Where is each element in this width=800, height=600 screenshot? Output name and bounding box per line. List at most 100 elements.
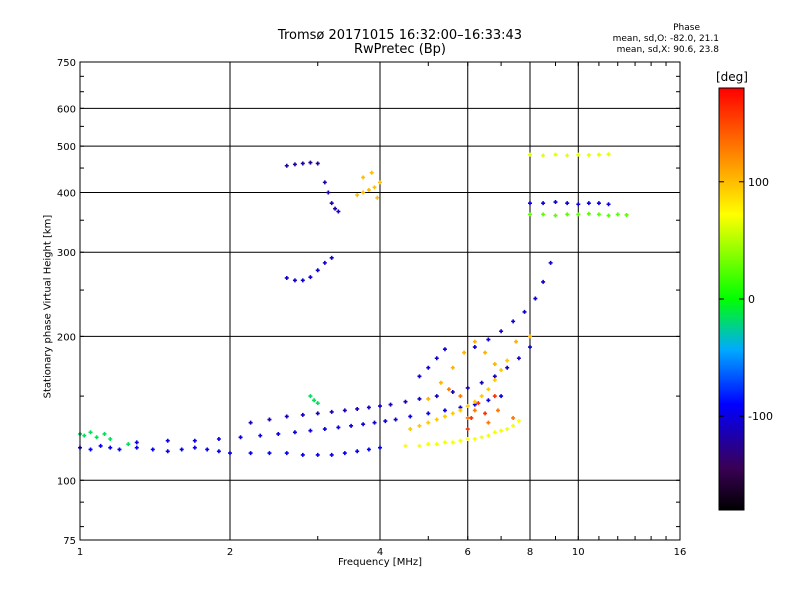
data-point (308, 428, 313, 433)
data-point (499, 368, 504, 373)
data-point (492, 378, 497, 383)
data-point (300, 161, 305, 166)
x-tick-label: 2 (227, 547, 233, 558)
phase-stats-title: Phase (673, 23, 700, 33)
data-point (492, 374, 497, 379)
data-point (465, 427, 470, 432)
data-point (366, 187, 371, 192)
data-point (565, 153, 570, 158)
data-point (465, 404, 470, 409)
x-tick-label: 6 (465, 547, 471, 558)
data-point (499, 329, 504, 334)
data-point (606, 213, 611, 218)
data-point (499, 428, 504, 433)
data-point (541, 153, 546, 158)
data-point (586, 153, 591, 158)
data-point (492, 430, 497, 435)
data-point (179, 447, 184, 452)
data-point (450, 365, 455, 370)
data-point (375, 195, 380, 200)
data-point (479, 394, 484, 399)
data-point (267, 451, 272, 456)
y-tick-label: 300 (57, 248, 76, 259)
data-point (276, 431, 281, 436)
data-point (329, 452, 334, 457)
data-point (216, 449, 221, 454)
data-point (615, 212, 620, 217)
data-point (393, 417, 398, 422)
data-point (322, 180, 327, 185)
data-point (315, 268, 320, 273)
data-point (505, 365, 510, 370)
data-point (472, 399, 477, 404)
data-point (596, 152, 601, 157)
data-point (511, 415, 516, 420)
data-point (361, 422, 366, 427)
data-point (434, 394, 439, 399)
data-point (312, 398, 317, 403)
colorbar-unit-label: [deg] (716, 70, 748, 84)
data-point (499, 394, 504, 399)
data-point (516, 419, 521, 424)
data-point (565, 201, 570, 206)
data-point (355, 449, 360, 454)
data-point (541, 279, 546, 284)
data-point (450, 440, 455, 445)
data-point (165, 449, 170, 454)
data-point (486, 420, 491, 425)
data-point (134, 445, 139, 450)
data-point (284, 275, 289, 280)
data-point (483, 350, 488, 355)
data-point (82, 433, 87, 438)
data-point (192, 438, 197, 443)
data-point (624, 212, 629, 217)
data-point (576, 152, 581, 157)
chart-subtitle: RwPretec (Bp) (353, 42, 447, 57)
data-point (469, 415, 474, 420)
data-point (426, 442, 431, 447)
data-point (417, 423, 422, 428)
data-point (300, 278, 305, 283)
data-point (426, 365, 431, 370)
data-point (88, 447, 93, 452)
data-point (565, 212, 570, 217)
data-point (117, 447, 122, 452)
data-point (553, 200, 558, 205)
y-tick-label: 600 (57, 104, 76, 115)
data-point (134, 440, 139, 445)
data-point (108, 445, 113, 450)
x-tick-label: 8 (527, 547, 533, 558)
data-point (442, 440, 447, 445)
data-point (417, 396, 422, 401)
data-point (528, 152, 532, 157)
data-point (458, 408, 463, 413)
data-point (267, 417, 272, 422)
data-point (378, 404, 382, 409)
data-point (329, 409, 334, 414)
data-point (372, 420, 377, 425)
data-point (511, 423, 516, 428)
data-point (450, 411, 455, 416)
data-point (465, 385, 470, 390)
data-point (472, 339, 477, 344)
data-point (516, 356, 521, 361)
data-point (408, 427, 413, 432)
data-point (300, 412, 305, 417)
data-point (476, 401, 481, 406)
data-point (165, 438, 170, 443)
data-point (606, 152, 611, 157)
data-point (383, 419, 388, 424)
data-point (258, 433, 263, 438)
data-point (486, 337, 491, 342)
data-point (315, 161, 320, 166)
data-point (486, 398, 491, 403)
data-point (528, 334, 532, 339)
data-point (505, 427, 510, 432)
data-point (349, 423, 354, 428)
data-point (533, 296, 538, 301)
data-point (446, 387, 451, 392)
data-point (458, 438, 463, 443)
data-point (483, 411, 488, 416)
data-point (495, 408, 500, 413)
data-point (553, 213, 558, 218)
